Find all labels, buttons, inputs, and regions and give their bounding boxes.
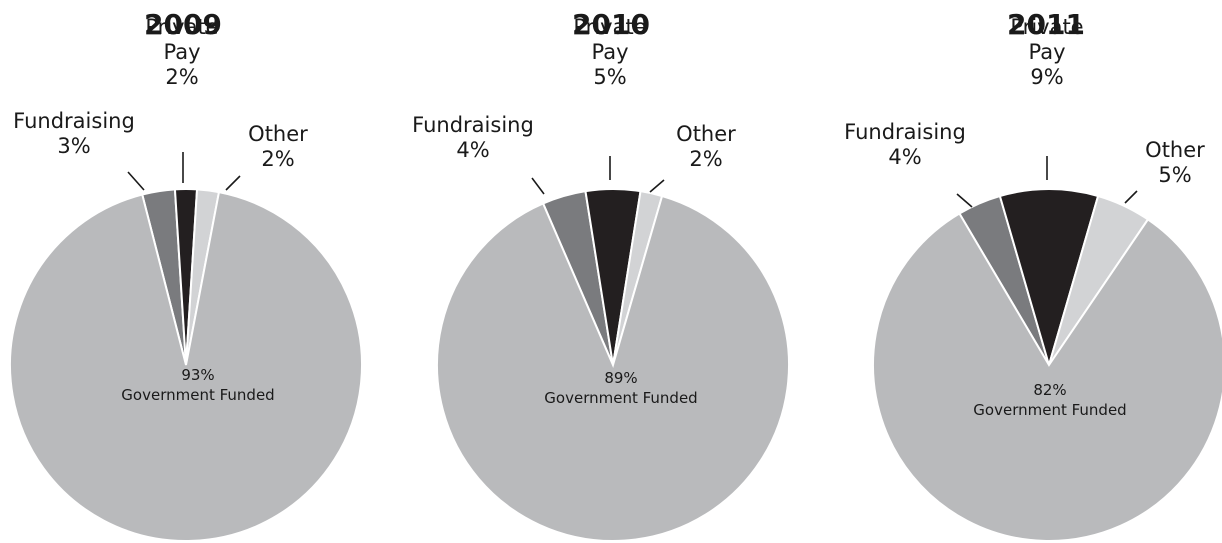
slice-label-line: Pay xyxy=(591,40,628,64)
pie-chart-2010: 2010 Fundraising 4% Private Pay 5% Other 2% 89% G… xyxy=(412,8,790,543)
slice-label-line: Fundraising xyxy=(13,109,135,133)
slice-label-line: Government Funded xyxy=(973,401,1126,419)
slice-label: 82% Government Funded xyxy=(973,381,1126,419)
leader-line xyxy=(127,171,145,191)
pie-chart-2011: 2011 Fundraising 4% Private Pay 9% Other 5% 82% G… xyxy=(844,8,1222,542)
slice-label: Other 2% xyxy=(248,122,308,171)
slice-label: Private Pay 9% xyxy=(1010,15,1083,89)
slice-label: Private Pay 2% xyxy=(145,15,218,89)
slice-label-line: 2% xyxy=(689,147,722,171)
slice-label-line: 5% xyxy=(1158,163,1191,187)
pie-slice-private-pay xyxy=(998,188,1100,369)
slice-label: Fundraising 4% xyxy=(844,120,966,169)
slice-label-line: Other xyxy=(676,122,736,146)
leader-line xyxy=(649,179,665,193)
slice-label: Private Pay 5% xyxy=(573,15,646,89)
slice-label: Other 2% xyxy=(676,122,736,171)
slice-label-line: 89% xyxy=(604,369,637,387)
slice-label: Fundraising 4% xyxy=(412,113,534,162)
slice-label-line: Private xyxy=(1010,15,1083,39)
slice-label-line: 3% xyxy=(57,134,90,158)
slice-label-line: Government Funded xyxy=(544,389,697,407)
chart-title: 2009 xyxy=(144,8,222,41)
pie-slice-government-funded xyxy=(9,190,363,542)
chart-title: 2010 xyxy=(572,8,650,41)
leader-line xyxy=(531,177,545,195)
slice-label-line: 2% xyxy=(261,147,294,171)
slice-label-line: 5% xyxy=(593,65,626,89)
slice-label-line: 4% xyxy=(456,138,489,162)
slice-label-line: Fundraising xyxy=(844,120,966,144)
slice-label-line: Pay xyxy=(1028,40,1065,64)
slice-label: 89% Government Funded xyxy=(544,369,697,407)
slice-label: 93% Government Funded xyxy=(121,366,274,404)
pie-slice-government-funded xyxy=(872,212,1222,542)
slice-label-line: 2% xyxy=(165,65,198,89)
leader-line xyxy=(1124,190,1138,204)
slice-label-line: 9% xyxy=(1030,65,1063,89)
slice-label-line: Pay xyxy=(163,40,200,64)
slice-label-line: Government Funded xyxy=(121,386,274,404)
slice-label: Fundraising 3% xyxy=(13,109,135,158)
slice-label-line: Private xyxy=(573,15,646,39)
slice-label-line: 4% xyxy=(888,145,921,169)
pie-slice-government-funded xyxy=(436,194,790,543)
leader-line xyxy=(956,193,973,208)
chart-title: 2011 xyxy=(1007,8,1085,41)
slice-label-line: Private xyxy=(145,15,218,39)
slice-label: Other 5% xyxy=(1145,138,1205,187)
slice-label-line: Other xyxy=(1145,138,1205,162)
slice-label-line: Other xyxy=(248,122,308,146)
leader-line xyxy=(225,175,241,191)
slice-label-line: Fundraising xyxy=(412,113,534,137)
slice-label-line: 93% xyxy=(181,366,214,384)
slice-label-line: 82% xyxy=(1033,381,1066,399)
